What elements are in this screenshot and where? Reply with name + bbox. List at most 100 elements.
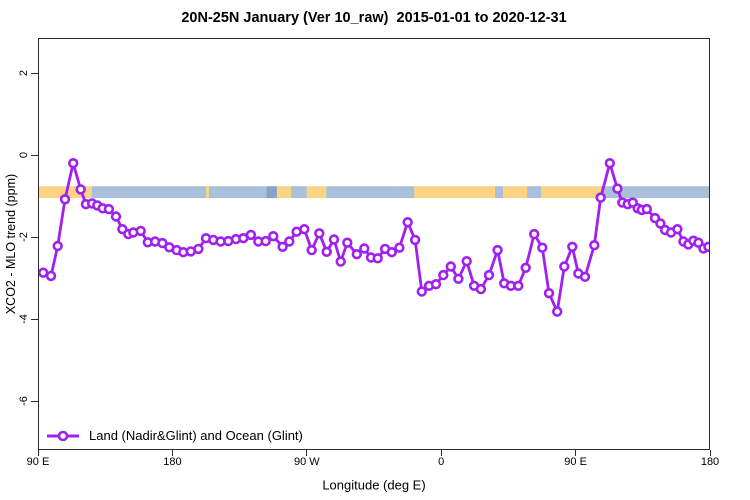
- data-point: [284, 236, 295, 247]
- data-point: [59, 194, 71, 205]
- data-point: [416, 286, 427, 297]
- map-band-segment-ocean_dark: [266, 186, 277, 199]
- map-band-segment-land: [206, 186, 209, 199]
- data-point: [68, 157, 79, 169]
- data-line: [42, 161, 709, 314]
- data-point: [604, 157, 615, 169]
- data-point: [641, 203, 652, 215]
- plot-border: [38, 38, 710, 450]
- x-tick-mark: [37, 450, 39, 456]
- y-tick-mark: [31, 236, 38, 238]
- plot-area: [37, 38, 714, 450]
- y-tick-mark: [31, 154, 38, 156]
- data-point: [342, 237, 353, 248]
- y-tick-label: -2: [18, 232, 30, 242]
- data-point: [110, 211, 122, 222]
- map-band-segment-land: [276, 186, 292, 199]
- map-band-segment-ocean: [209, 186, 267, 199]
- legend-label: Land (Nadir&Glint) and Ocean (Glint): [89, 428, 303, 443]
- x-tick-mark: [440, 450, 442, 456]
- data-point: [335, 256, 346, 267]
- x-tick-mark: [575, 450, 577, 456]
- data-point: [193, 243, 204, 255]
- data-point: [655, 218, 666, 229]
- x-tick-label: 180: [163, 456, 182, 468]
- data-point: [475, 283, 487, 295]
- data-point: [372, 253, 383, 264]
- data-point: [612, 183, 623, 194]
- data-point: [589, 240, 600, 251]
- data-point: [135, 225, 146, 237]
- data-point: [268, 231, 279, 242]
- y-tick-label: 0: [18, 151, 30, 159]
- data-point: [351, 249, 362, 260]
- y-tick-label: -6: [18, 396, 30, 406]
- y-axis-label: XCO2 - MLO trend (ppm): [4, 173, 18, 315]
- data-point: [299, 224, 310, 235]
- data-point: [328, 234, 340, 245]
- x-tick-label: 180: [700, 456, 720, 468]
- y-tick-mark: [31, 72, 38, 74]
- data-point: [595, 192, 606, 203]
- y-tick-label: 2: [18, 69, 30, 77]
- data-point: [492, 244, 503, 256]
- legend: Land (Nadir&Glint) and Ocean (Glint): [46, 428, 303, 443]
- data-point: [45, 270, 57, 282]
- data-point: [559, 261, 570, 272]
- map-band-segment-ocean: [91, 186, 206, 199]
- data-point: [52, 240, 63, 252]
- map-band-segment-ocean: [527, 186, 542, 199]
- chart-title: 20N-25N January (Ver 10_raw) 2015-01-01 …: [181, 10, 567, 26]
- map-band-segment-land: [503, 186, 528, 199]
- data-point: [513, 280, 524, 292]
- data-point: [579, 271, 591, 283]
- x-tick-mark: [306, 450, 308, 456]
- data-point: [306, 244, 317, 256]
- data-point: [394, 242, 405, 253]
- data-point: [314, 228, 325, 239]
- y-tick-label: -4: [18, 314, 30, 324]
- data-point: [567, 241, 578, 253]
- map-band-segment-ocean: [291, 186, 307, 199]
- data-point: [277, 241, 288, 253]
- data-point: [386, 247, 397, 258]
- y-tick-mark: [31, 400, 38, 402]
- chart-svg: [37, 38, 714, 450]
- data-point: [402, 217, 413, 228]
- map-band-segment-land: [541, 186, 601, 199]
- data-point: [409, 234, 421, 246]
- map-band-segment-land: [414, 186, 495, 199]
- data-point: [453, 273, 464, 285]
- x-tick-mark: [709, 450, 711, 456]
- x-tick-label: 0: [438, 456, 445, 468]
- data-point: [529, 228, 540, 240]
- data-point: [483, 269, 495, 281]
- data-point: [461, 256, 472, 267]
- data-point: [430, 279, 442, 290]
- data-point: [321, 246, 332, 258]
- x-tick-label: 90 W: [293, 456, 320, 468]
- data-point: [543, 288, 555, 299]
- data-point: [260, 235, 271, 247]
- data-point: [537, 242, 548, 253]
- x-axis-label: Longitude (deg E): [322, 477, 426, 493]
- data-point: [445, 261, 456, 272]
- map-band-segment-ocean: [495, 186, 504, 199]
- data-point: [520, 262, 531, 274]
- data-point: [245, 229, 257, 241]
- y-tick-mark: [31, 318, 38, 320]
- data-point: [103, 203, 115, 215]
- map-band-segment-land: [306, 186, 327, 199]
- map-band-segment-land: [38, 186, 92, 199]
- x-tick-mark: [171, 450, 173, 456]
- map-band-segment-ocean: [601, 186, 710, 199]
- data-point: [359, 243, 370, 254]
- data-point: [75, 184, 86, 195]
- data-point: [438, 269, 449, 281]
- data-point: [672, 224, 683, 235]
- x-tick-label: 90 E: [564, 456, 587, 468]
- map-band-segment-ocean: [326, 186, 415, 199]
- x-tick-label: 90 E: [26, 456, 50, 468]
- legend-line-marker-icon: [47, 430, 79, 441]
